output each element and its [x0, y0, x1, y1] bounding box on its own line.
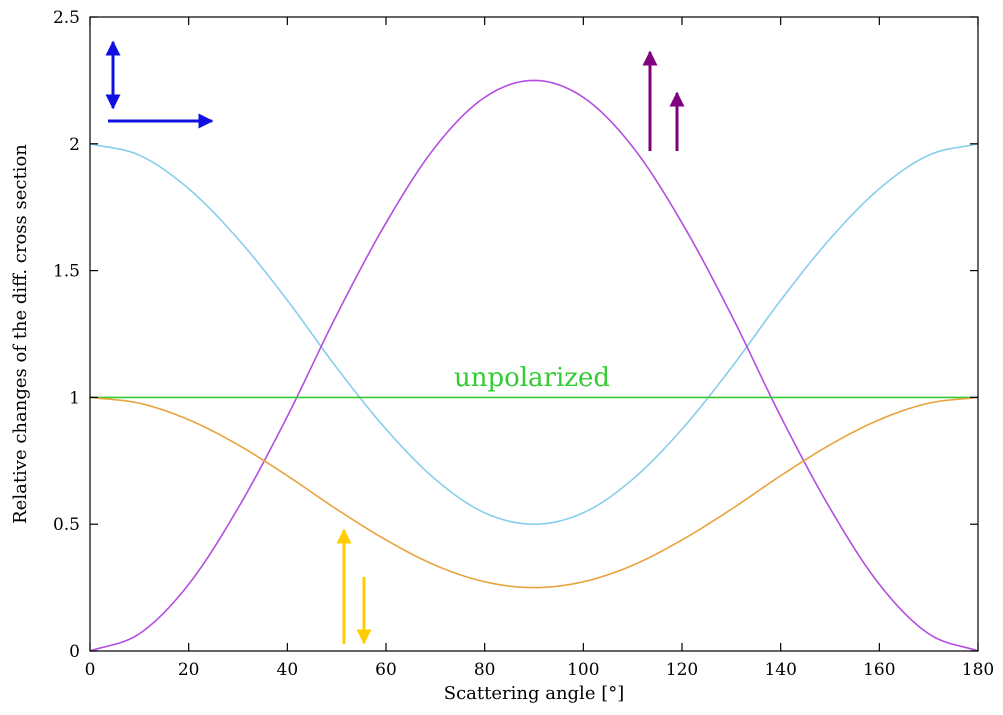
y-tick-label: 1.5 — [53, 262, 80, 282]
x-tick-label: 180 — [962, 660, 994, 680]
y-tick-label: 0.5 — [53, 515, 80, 535]
series-layer — [89, 79, 979, 652]
x-axis-label: Scattering angle [°] — [444, 683, 624, 704]
parallel-parallel-arrows-icon — [642, 50, 685, 151]
y-axis-label: Relative changes of the diff. cross sect… — [10, 144, 31, 524]
antiparallel-arrows-icon — [336, 528, 372, 645]
y-tick-label: 2 — [69, 135, 80, 155]
y-tick-label: 1 — [69, 388, 80, 408]
plot-frame — [89, 16, 979, 652]
series-line-0 — [89, 143, 979, 526]
x-tick-label: 40 — [277, 660, 299, 680]
x-tick-label: 20 — [178, 660, 200, 680]
x-tick-label: 0 — [85, 660, 96, 680]
ticks-layer: 0 20 40 60 80 100 120 140 160 180 0 0.5 1 1.5 2 2.5 — [53, 8, 994, 680]
unpolarized-annotation: unpolarized — [454, 363, 610, 393]
x-tick-label: 140 — [764, 660, 796, 680]
series-line-1 — [89, 79, 979, 652]
x-tick-label: 80 — [474, 660, 496, 680]
y-tick-label: 2.5 — [53, 8, 80, 28]
perpendicular-parallel-arrows-icon — [105, 40, 214, 129]
x-tick-label: 100 — [567, 660, 599, 680]
x-tick-label: 120 — [666, 660, 698, 680]
y-tick-label: 0 — [69, 642, 80, 662]
series-line-3 — [89, 396, 979, 589]
x-tick-label: 160 — [863, 660, 895, 680]
x-tick-label: 60 — [375, 660, 397, 680]
